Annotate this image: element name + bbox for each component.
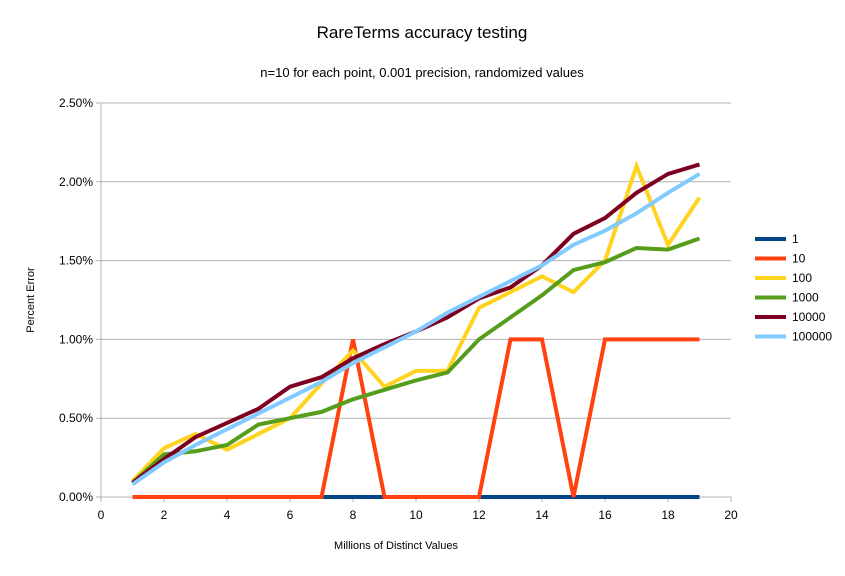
series-line-1000 — [133, 239, 700, 483]
x-tick-label: 10 — [409, 508, 423, 522]
x-tick-label: 16 — [598, 508, 612, 522]
legend-label: 1 — [792, 232, 799, 246]
legend-label: 1000 — [792, 291, 819, 305]
y-tick-label: 2.00% — [59, 175, 93, 189]
y-tick-label: 1.00% — [59, 332, 93, 346]
x-tick-label: 18 — [661, 508, 675, 522]
x-tick-label: 6 — [287, 508, 294, 522]
series-line-100000 — [133, 174, 700, 484]
y-tick-label: 0.50% — [59, 411, 93, 425]
x-tick-label: 2 — [161, 508, 168, 522]
x-tick-label: 20 — [724, 508, 738, 522]
y-axis-label: Percent Error — [25, 267, 37, 333]
x-axis-label: Millions of Distinct Values — [334, 540, 458, 552]
x-tick-label: 12 — [472, 508, 486, 522]
legend-label: 10000 — [792, 310, 826, 324]
y-tick-label: 1.50% — [59, 254, 93, 268]
chart-subtitle: n=10 for each point, 0.001 precision, ra… — [260, 65, 584, 80]
legend-label: 100 — [792, 271, 812, 285]
y-tick-label: 0.00% — [59, 490, 93, 504]
x-tick-label: 8 — [350, 508, 357, 522]
x-tick-label: 4 — [224, 508, 231, 522]
y-tick-label: 2.50% — [59, 96, 93, 110]
legend-label: 100000 — [792, 330, 832, 344]
legend-label: 10 — [792, 252, 806, 266]
x-tick-label: 0 — [98, 508, 105, 522]
chart-title: RareTerms accuracy testing — [317, 23, 528, 42]
x-tick-label: 14 — [535, 508, 549, 522]
